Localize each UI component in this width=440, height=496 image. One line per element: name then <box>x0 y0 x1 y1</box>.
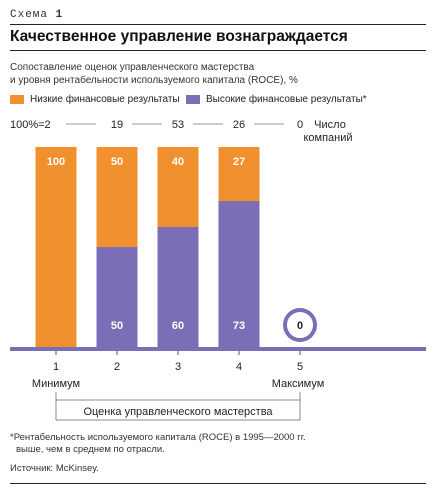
chart-subtitle: Сопоставление оценок управленческого мас… <box>10 61 310 87</box>
legend-swatch-high <box>186 95 200 104</box>
company-count-2: 19 <box>111 119 123 131</box>
company-count-1: 100%=2 <box>10 119 51 131</box>
top-rule <box>10 24 426 25</box>
x-axis-label: Оценка управленческого мастерства <box>83 406 273 418</box>
axis-bracket <box>55 392 301 401</box>
legend-item-low: Низкие финансовые результаты <box>10 94 180 105</box>
scheme-word: Схема <box>10 9 49 21</box>
legend-label-high: Высокие финансовые результаты* <box>206 94 367 105</box>
x-tick-label-2: 2 <box>114 361 120 373</box>
x-tick-label-4: 4 <box>236 361 242 373</box>
company-count-4: 26 <box>233 119 245 131</box>
company-count-3: 53 <box>172 119 184 131</box>
x-max-label: Максимум <box>272 378 325 390</box>
bar-low-2 <box>96 147 138 247</box>
zero-marker-5 <box>283 308 317 342</box>
title-rule <box>10 50 426 51</box>
chart-title: Качественное управление вознаграждается <box>10 28 348 45</box>
axis-label-background <box>71 402 281 420</box>
footnote-line-1: *Рентабельность используемого капитала (… <box>10 432 306 443</box>
bar-low-4 <box>218 147 260 201</box>
company-count-label-2: компаний <box>303 132 352 144</box>
legend-label-low: Низкие финансовые результаты <box>30 94 180 105</box>
bar-low-1 <box>35 147 77 347</box>
x-min-label: Минимум <box>32 378 80 390</box>
x-tick-label-1: 1 <box>53 361 59 373</box>
zero-marker-label-5: 0 <box>297 320 303 332</box>
source-note: Источник: McKinsey. <box>10 463 99 474</box>
legend-swatch-low <box>10 95 24 104</box>
bar-high-2 <box>96 247 138 347</box>
stacked-bar-chart: 100%=2 19 53 26 0 Числокомпаний10015050260403… <box>10 119 426 421</box>
footnote: *Рентабельность используемого капитала (… <box>10 432 340 456</box>
subtitle-line-2: и уровня рентабельности используемого ка… <box>10 75 298 86</box>
scheme-label: Схема 1 <box>10 9 63 21</box>
footnote-line-2: выше, чем в среднем по отрасли. <box>16 444 165 455</box>
bar-high-4 <box>218 201 260 347</box>
bar-high-3 <box>157 227 199 347</box>
x-tick-label-5: 5 <box>297 361 303 373</box>
bar-high-label-2: 50 <box>111 320 123 332</box>
x-tick-label-3: 3 <box>175 361 181 373</box>
bar-low-label-2: 50 <box>111 156 123 168</box>
bar-low-label-3: 40 <box>172 156 184 168</box>
bar-high-label-3: 60 <box>172 320 184 332</box>
bar-high-label-4: 73 <box>233 320 245 332</box>
legend-item-high: Высокие финансовые результаты* <box>186 94 367 105</box>
company-count-5: 0 <box>297 119 303 131</box>
scheme-number: 1 <box>55 9 64 21</box>
bar-low-3 <box>157 147 199 227</box>
bar-low-label-4: 27 <box>233 156 245 168</box>
chart-baseline <box>10 347 426 351</box>
bottom-rule <box>10 483 426 484</box>
bar-low-label-1: 100 <box>47 156 65 168</box>
company-count-label-1: Число <box>314 119 346 131</box>
subtitle-line-1: Сопоставление оценок управленческого мас… <box>10 62 255 73</box>
